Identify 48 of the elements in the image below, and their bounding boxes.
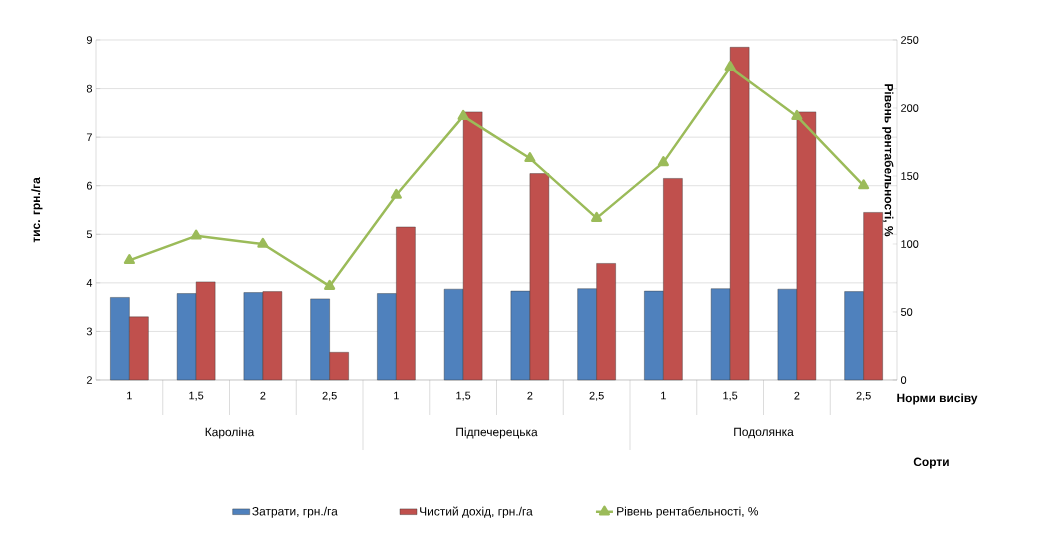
y2-tick-label: 0 bbox=[900, 376, 907, 384]
y-tick-label: 9 bbox=[86, 36, 92, 44]
x-tick-label: 2,5 bbox=[322, 391, 337, 401]
point bbox=[457, 109, 469, 120]
text: Сорти bbox=[913, 457, 949, 469]
y-tick-label: 7 bbox=[86, 133, 92, 141]
x-tick-label: 1,5 bbox=[189, 391, 204, 401]
y2-tick-label: 50 bbox=[900, 308, 913, 316]
y-tick-label: 6 bbox=[86, 181, 92, 190]
y2-tick-label: 250 bbox=[901, 36, 919, 44]
x-tick-label: 2 bbox=[527, 391, 533, 400]
y-tick-label: 3 bbox=[86, 327, 92, 336]
x-axis-title: Норми висіву bbox=[897, 393, 978, 405]
point bbox=[591, 211, 603, 222]
x-tick-label: 1,5 bbox=[723, 391, 738, 401]
y-tick-label: 8 bbox=[86, 84, 92, 93]
point bbox=[524, 152, 536, 163]
point bbox=[257, 237, 269, 248]
legend-label: Чистий дохід, грн./га bbox=[420, 506, 533, 518]
point bbox=[791, 109, 803, 120]
x-tick-label: 1,5 bbox=[456, 391, 471, 401]
point bbox=[657, 156, 669, 167]
text: Подолянка bbox=[734, 427, 794, 439]
x-tick-label: 2 bbox=[260, 391, 266, 400]
point bbox=[324, 279, 336, 290]
legend-label: Затрати, грн./га bbox=[252, 506, 338, 518]
x-tick-label: 1 bbox=[661, 391, 666, 400]
y-axis-title: тис. грн./га bbox=[31, 177, 43, 243]
y2-axis-title: Рівень рентабельності, % bbox=[882, 84, 894, 237]
y2-tick-label: 100 bbox=[901, 240, 919, 248]
point bbox=[123, 254, 135, 265]
x-tick-label: 2 bbox=[794, 391, 800, 400]
point bbox=[858, 179, 870, 190]
x-tick-label: 2,5 bbox=[589, 391, 604, 401]
point bbox=[190, 229, 202, 240]
x-tick-label: 1 bbox=[394, 391, 399, 400]
point bbox=[390, 188, 402, 199]
x-tick-label: 2,5 bbox=[856, 391, 871, 401]
y2-tick-label: 150 bbox=[901, 172, 919, 180]
legend-label: Рівень рентабельності, % bbox=[617, 506, 759, 518]
text: Підпечерецька bbox=[456, 427, 538, 439]
y2-tick-label: 200 bbox=[901, 104, 919, 112]
y-tick-label: 5 bbox=[86, 230, 93, 239]
y-tick-label: 4 bbox=[86, 279, 93, 287]
x-tick-label: 1 bbox=[127, 391, 132, 400]
text: Кароліна bbox=[205, 427, 255, 439]
y-tick-label: 2 bbox=[86, 376, 92, 384]
point bbox=[724, 60, 736, 71]
